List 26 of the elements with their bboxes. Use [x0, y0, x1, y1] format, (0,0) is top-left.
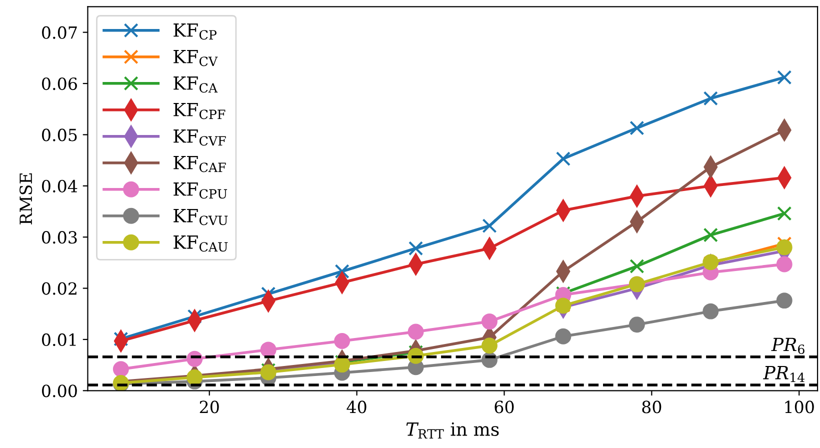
legend-label: KF$_{CPF}$ [174, 103, 226, 120]
legend-label: KF$_{CVU}$ [174, 209, 228, 226]
y-axis-title: RMSE [20, 173, 32, 224]
y-tick-label: 0.00 [42, 384, 77, 398]
y-tick-label: 0.05 [42, 128, 77, 142]
y-tick-label: 0.01 [42, 333, 76, 346]
y-tick-label: 0.03 [42, 231, 77, 244]
x-tick-label: 20 [200, 400, 219, 414]
legend-label: KF$_{CPU}$ [174, 182, 228, 199]
y-tick-label: 0.07 [42, 26, 77, 39]
x-tick-label: 80 [642, 400, 662, 414]
y-tick-label: 0.02 [42, 282, 76, 295]
x-tick-label: 40 [346, 400, 366, 414]
x-tick-label: 100 [785, 400, 814, 414]
y-tick-label: 0.06 [42, 77, 77, 90]
legend-label: KF$_{CAU}$ [174, 236, 228, 252]
legend-label: KF$_{CAF}$ [174, 156, 226, 172]
x-tick-label: 60 [494, 400, 514, 414]
ref-line-label: PR$_{6}$ [771, 338, 804, 354]
y-tick-label: 0.04 [42, 180, 78, 192]
x-axis-title: T$_{RTT}$ in ms [406, 422, 499, 439]
ref-line-label: PR$_{14}$ [763, 366, 805, 382]
legend-label: KF$_{CP}$ [174, 24, 217, 40]
legend-label: KF$_{CVF}$ [174, 130, 226, 146]
legend-label: KF$_{CA}$ [174, 76, 218, 93]
legend-label: KF$_{CV}$ [174, 50, 218, 66]
